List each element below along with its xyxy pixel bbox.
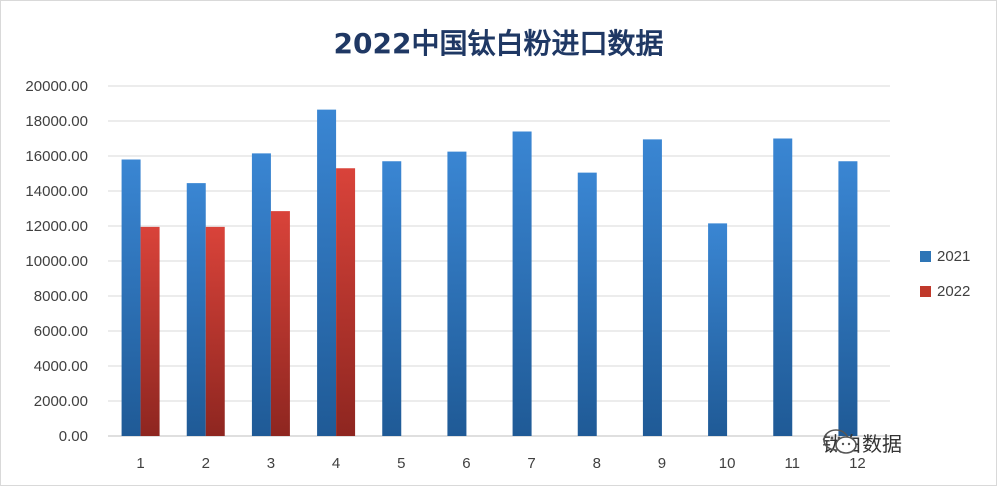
- bars: [121, 109, 858, 436]
- legend: 2021 2022: [920, 248, 970, 300]
- legend-swatch-2021: [920, 251, 931, 262]
- legend-label-2022: 2022: [937, 283, 970, 300]
- y-tick-label: 4000.00: [34, 358, 88, 375]
- y-tick-label: 8000.00: [34, 288, 88, 305]
- y-tick-label: 0.00: [59, 428, 88, 445]
- y-tick-label: 12000.00: [25, 218, 88, 235]
- grid-lines: [108, 85, 890, 437]
- y-tick-label: 16000.00: [25, 148, 88, 165]
- y-tick-label: 6000.00: [34, 323, 88, 340]
- bar-2021-7: [512, 131, 532, 436]
- x-tick-label: 8: [593, 455, 601, 472]
- bar-2021-10: [708, 223, 728, 436]
- x-tick-label: 12: [849, 455, 866, 472]
- y-tick-label: 10000.00: [25, 253, 88, 270]
- x-tick-label: 10: [719, 455, 736, 472]
- x-tick-label: 3: [267, 455, 275, 472]
- y-tick-label: 18000.00: [25, 113, 88, 130]
- y-tick-label: 14000.00: [25, 183, 88, 200]
- x-tick-label: 4: [332, 455, 340, 472]
- bar-2021-2: [186, 183, 206, 436]
- bar-2021-3: [251, 153, 271, 436]
- legend-label-2021: 2021: [937, 248, 970, 265]
- x-tick-labels: 1 2 3 4 5 6 7 8 9 10 11 12: [136, 455, 865, 472]
- wechat-icon: [823, 429, 857, 454]
- bar-2022-1: [140, 226, 160, 436]
- chart-title: 2022中国钛白粉进口数据: [333, 27, 664, 60]
- y-tick-labels: 0.00 2000.00 4000.00 6000.00 8000.00 10000.00…: [25, 78, 88, 445]
- bar-2022-3: [270, 211, 290, 436]
- x-tick-label: 9: [658, 455, 666, 472]
- legend-swatch-2022: [920, 286, 931, 297]
- bar-2021-8: [577, 172, 597, 436]
- x-tick-label: 2: [202, 455, 210, 472]
- bar-2021-9: [642, 139, 662, 436]
- y-tick-label: 2000.00: [34, 393, 88, 410]
- x-tick-label: 6: [462, 455, 470, 472]
- x-tick-label: 11: [784, 455, 800, 472]
- watermark: 钛白数据: [822, 428, 902, 457]
- bar-2021-1: [121, 159, 141, 436]
- bar-2021-12: [838, 161, 858, 436]
- bar-2022-4: [336, 168, 356, 436]
- bar-2021-4: [317, 109, 337, 436]
- x-tick-label: 1: [136, 455, 144, 472]
- bar-2021-5: [382, 161, 402, 436]
- x-tick-label: 7: [527, 455, 535, 472]
- x-tick-label: 5: [397, 455, 405, 472]
- bar-2021-11: [773, 138, 793, 436]
- bar-2021-6: [447, 151, 467, 436]
- y-tick-label: 20000.00: [25, 78, 88, 95]
- bar-2022-2: [205, 226, 225, 436]
